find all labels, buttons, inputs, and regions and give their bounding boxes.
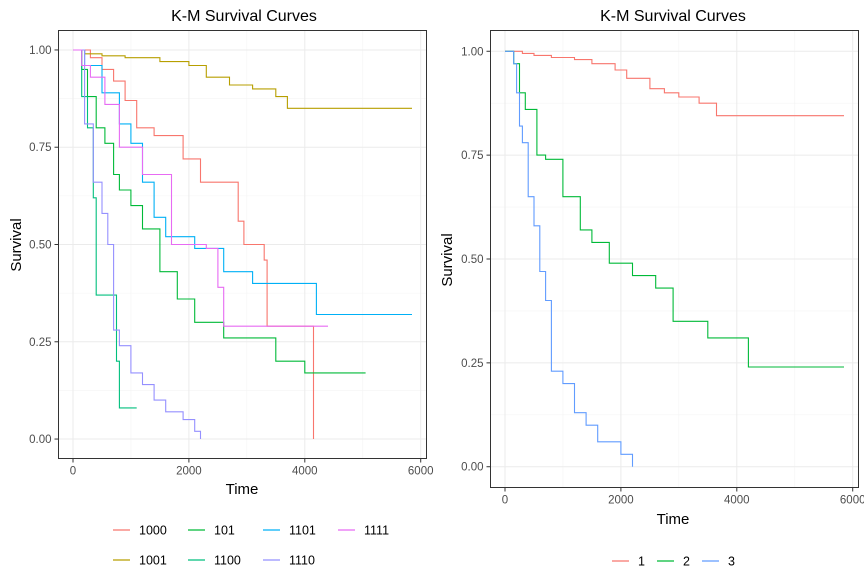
left-chart-grid [58,30,427,459]
left-chart-axes: 0 2000 4000 6000 0.00 0.25 0.50 0.75 1.00 [29,45,433,478]
x-tick-label: 4000 [292,466,318,478]
legend-item-2: 2 [657,555,690,569]
legend-label-1100: 1100 [214,554,241,568]
legend-item-101: 101 [188,524,235,538]
y-tick-label: 0.00 [29,434,51,446]
legend-item-3: 3 [702,555,735,569]
km-curve-1110 [73,49,202,439]
km-curve-101 [73,49,366,374]
x-tick-label: 6000 [840,495,864,507]
right-km-chart: K-M Survival Curves Survival Time 0 2000 4… [439,8,864,569]
left-chart-legend: 1000 101 1101 1111 1001 1100 1110 [113,524,389,568]
legend-label-1111: 1111 [364,524,389,538]
km-curve-3 [505,50,634,467]
legend-item-1110: 1110 [263,554,315,568]
legend-item-1101: 1101 [263,524,316,538]
km-curve-1001 [73,49,412,109]
x-tick-label: 0 [502,495,508,507]
right-chart-series [505,50,844,467]
km-curve-1 [505,50,844,117]
km-curve-1111 [73,49,328,327]
legend-label-1110: 1110 [289,554,315,568]
legend-item-1: 1 [612,555,645,569]
legend-label-1101: 1101 [289,524,316,538]
y-tick-label: 1.00 [29,45,51,57]
right-chart-grid [490,30,859,488]
km-curve-1000 [73,49,315,439]
y-tick-label: 0.00 [461,462,483,474]
legend-label-2: 2 [683,555,690,569]
legend-label-1001: 1001 [139,554,167,568]
left-chart-title: K-M Survival Curves [171,8,317,25]
y-tick-label: 0.75 [461,150,483,162]
right-chart-x-axis-title: Time [657,511,690,528]
y-tick-label: 0.50 [29,240,51,252]
y-tick-label: 0.25 [461,358,483,370]
x-tick-label: 6000 [408,466,434,478]
left-km-chart: K-M Survival Curves Survival Time 0 2000 4… [8,8,434,568]
x-tick-label: 2000 [608,495,634,507]
legend-item-1100: 1100 [188,554,241,568]
legend-label-101: 101 [214,524,235,538]
legend-label-1: 1 [638,555,645,569]
legend-label-3: 3 [728,555,735,569]
right-chart-legend: 1 2 3 [612,555,735,569]
y-tick-label: 1.00 [461,46,483,58]
right-chart-y-axis-title: Survival [439,233,456,286]
x-tick-label: 4000 [724,495,750,507]
left-chart-y-axis-title: Survival [8,218,25,271]
y-tick-label: 0.50 [461,254,483,266]
km-curve-2 [505,50,844,368]
x-tick-label: 0 [70,466,76,478]
left-chart-series [73,49,412,439]
legend-item-1111: 1111 [338,524,389,538]
right-chart-axes: 0 2000 4000 6000 0.00 0.25 0.50 0.75 1.00 [461,46,864,506]
legend-item-1001: 1001 [113,554,167,568]
right-chart-title: K-M Survival Curves [600,8,746,25]
x-tick-label: 2000 [176,466,202,478]
y-tick-label: 0.75 [29,142,51,154]
y-tick-label: 0.25 [29,337,51,349]
left-chart-x-axis-title: Time [226,481,259,498]
legend-label-1000: 1000 [139,524,167,538]
legend-item-1000: 1000 [113,524,167,538]
km-curve-1100 [73,49,137,409]
km-curve-1101 [73,49,412,316]
